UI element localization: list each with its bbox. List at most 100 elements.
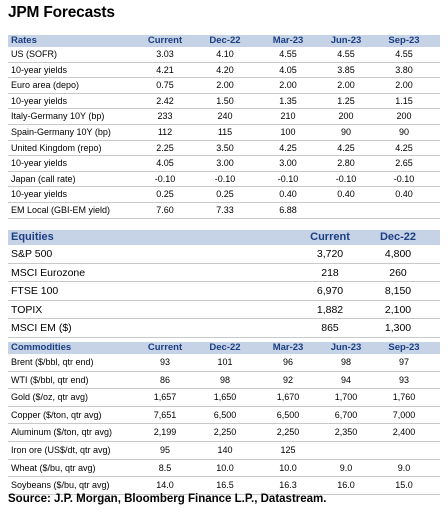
rates-row: 10-year yields 0.25 0.25 0.40 0.40 0.40 <box>8 187 440 203</box>
rates-cell-value: 4.05 <box>279 64 297 75</box>
rates-cell-value: -0.10 <box>214 173 236 184</box>
rates-column-header: Mar-23 <box>272 35 304 46</box>
commodities-cell-value: 7,000 <box>392 409 416 420</box>
rates-cell-value: 90 <box>398 127 410 137</box>
commodities-row: Wheat ($/bu, qtr avg) 8.5 10.0 10.0 9.0 9.0 <box>8 460 440 478</box>
rates-cell-value: 3.85 <box>337 64 355 75</box>
commodities-cell-value: 8.5 <box>158 462 172 473</box>
commodities-row-label: WTI ($/bbl, qtr end) <box>11 374 89 385</box>
commodities-column-header: Mar-23 <box>272 342 304 353</box>
commodities-cell-value: 101 <box>217 357 233 367</box>
rates-column-header: Jun-23 <box>330 35 362 46</box>
commodities-row: Brent ($/bbl, qtr end) 93 101 96 98 97 <box>8 354 440 372</box>
equities-row-label: TOPIX <box>11 303 43 316</box>
commodities-cell-value: 97 <box>398 357 410 367</box>
rates-row: Italy-Germany 10Y (bp) 233 240 210 200 200 <box>8 109 440 125</box>
rates-row: Euro area (depo) 0.75 2.00 2.00 2.00 2.00 <box>8 78 440 94</box>
commodities-cell-value: 1,657 <box>153 392 177 403</box>
commodities-cell-value: 16.5 <box>216 480 234 491</box>
rates-row: 10-year yields 2.42 1.50 1.35 1.25 1.15 <box>8 94 440 110</box>
commodities-row-label: Gold ($/oz, qtr avg) <box>11 392 89 403</box>
equities-row: TOPIX 1,882 2,100 <box>8 301 440 320</box>
commodities-cell-value: 94 <box>340 374 352 385</box>
rates-cell-value: 0.75 <box>156 80 174 91</box>
commodities-cell-value: 15.0 <box>395 480 413 491</box>
rates-column-header: Dec-22 <box>209 35 241 46</box>
rates-cell-value: 1.35 <box>279 95 297 106</box>
rates-cell-value: 4.55 <box>279 49 297 59</box>
rates-cell-value: 112 <box>157 127 173 137</box>
rates-row: 10-year yields 4.05 3.00 3.00 2.80 2.65 <box>8 156 440 172</box>
rates-cell-value: 6.88 <box>279 205 297 215</box>
rates-cell-value: 4.10 <box>216 49 234 59</box>
commodities-row: Soybeans ($/bu, qtr avg) 14.0 16.5 16.3 16.0… <box>8 477 440 495</box>
rates-cell-value: -0.10 <box>277 173 299 184</box>
equities-cell-value: 865 <box>321 322 339 335</box>
rates-row-label: Euro area (depo) <box>11 80 80 91</box>
commodities-cell-value: 1,760 <box>392 392 416 403</box>
commodities-row: Gold ($/oz, qtr avg) 1,657 1,650 1,670 1,700… <box>8 389 440 407</box>
equities-cell-value: 6,970 <box>316 285 344 298</box>
rates-cell-value: 3.03 <box>156 49 174 59</box>
rates-row: 10-year yields 4.21 4.20 4.05 3.85 3.80 <box>8 63 440 79</box>
rates-cell-value: 7.33 <box>216 205 234 215</box>
rates-cell-value: 0.40 <box>337 189 355 200</box>
rates-cell-value: 4.20 <box>216 64 234 75</box>
equities-row-label: FTSE 100 <box>11 285 59 298</box>
rates-cell-value: 1.15 <box>395 95 413 106</box>
commodities-row: Iron ore (US$/dt, qtr avg) 95 140 125 <box>8 442 440 460</box>
rates-row: EM Local (GBI-EM yield) 7.60 7.33 6.88 <box>8 203 440 219</box>
rates-cell-value: 2.80 <box>337 158 355 169</box>
rates-cell-value: 3.00 <box>216 158 234 169</box>
rates-column-header: Sep-23 <box>388 35 420 46</box>
rates-row-label: United Kingdom (repo) <box>11 142 102 153</box>
rates-cell-value: 240 <box>217 111 233 122</box>
commodities-cell-value: 2,199 <box>153 427 177 438</box>
equities-row-label: MSCI Eurozone <box>11 266 86 279</box>
rates-cell-value: 100 <box>280 127 296 137</box>
rates-cell-value: 0.40 <box>279 189 297 200</box>
equities-cell-value: 1,300 <box>384 322 412 335</box>
equities-column-header: Current <box>310 231 350 243</box>
rates-cell-value: 2.42 <box>156 95 174 106</box>
rates-row-label: 10-year yields <box>11 95 68 106</box>
commodities-row-label: Aluminum ($/ton, qtr avg) <box>11 427 113 438</box>
rates-cell-value: 115 <box>217 127 233 137</box>
commodities-cell-value: 2,350 <box>334 427 358 438</box>
rates-row-label: Spain-Germany 10Y (bp) <box>11 127 111 137</box>
page-title: JPM Forecasts <box>8 4 115 21</box>
commodities-cell-value: 9.0 <box>397 462 411 473</box>
rates-cell-value: 3.00 <box>279 158 297 169</box>
commodities-cell-value: 1,700 <box>334 392 358 403</box>
rates-row-label: US (SOFR) <box>11 49 57 59</box>
equities-row: FTSE 100 6,970 8,150 <box>8 282 440 301</box>
commodities-cell-value: 1,670 <box>276 392 300 403</box>
commodities-cell-value: 98 <box>340 357 352 367</box>
equities-cell-value: 2,100 <box>384 303 412 316</box>
commodities-cell-value: 9.0 <box>339 462 353 473</box>
equities-row-label: MSCI EM ($) <box>11 322 72 335</box>
equities-cell-value: 8,150 <box>384 285 412 298</box>
rates-cell-value: 4.25 <box>279 142 297 153</box>
rates-row-label: 10-year yields <box>11 158 68 169</box>
rates-cell-value: 2.00 <box>337 80 355 91</box>
commodities-row: WTI ($/bbl, qtr end) 86 98 92 94 93 <box>8 372 440 390</box>
rates-cell-value: 3.80 <box>395 64 413 75</box>
rates-cell-value: 0.25 <box>216 189 234 200</box>
rates-cell-value: 4.25 <box>395 142 413 153</box>
commodities-cell-value: 92 <box>282 374 294 385</box>
commodities-cell-value: 6,500 <box>276 409 300 420</box>
rates-cell-value: 200 <box>338 111 354 122</box>
commodities-cell-value: 93 <box>159 357 171 367</box>
commodities-cell-value: 10.0 <box>216 462 234 473</box>
rates-cell-value: 233 <box>157 111 173 122</box>
commodities-column-header: Sep-23 <box>388 342 420 353</box>
equities-cell-value: 4,800 <box>384 248 412 260</box>
rates-cell-value: 1.50 <box>216 95 234 106</box>
commodities-column-header: Dec-22 <box>209 342 241 353</box>
rates-row: Spain-Germany 10Y (bp) 112 115 100 90 90 <box>8 125 440 141</box>
commodities-column-header: Current <box>147 342 183 353</box>
commodities-cell-value: 96 <box>282 357 294 367</box>
rates-cell-value: 2.00 <box>279 80 297 91</box>
commodities-section-title: Commodities <box>11 342 72 353</box>
